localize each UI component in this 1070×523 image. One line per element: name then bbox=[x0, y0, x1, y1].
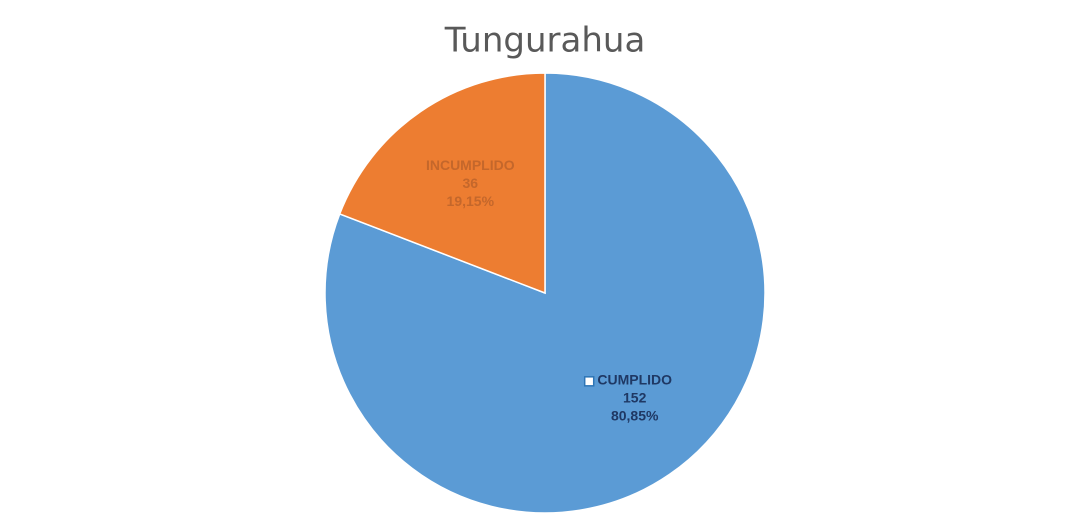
data-label-name: CUMPLIDO bbox=[597, 372, 672, 388]
data-label-value: 36 bbox=[463, 175, 479, 191]
chart-title: Tungurahua bbox=[444, 21, 646, 61]
pie-slice bbox=[338, 72, 546, 295]
data-label-value: 152 bbox=[623, 390, 647, 406]
data-label-percent: 19,15% bbox=[447, 193, 495, 209]
data-label-percent: 80,85% bbox=[611, 408, 659, 424]
data-label-name: INCUMPLIDO bbox=[426, 157, 515, 173]
legend-key bbox=[583, 376, 595, 387]
